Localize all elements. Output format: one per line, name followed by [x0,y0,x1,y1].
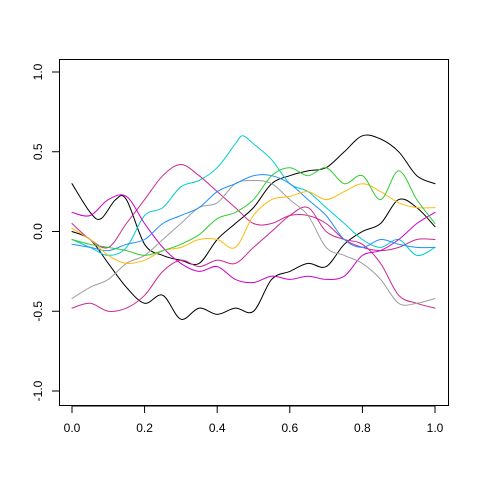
x-tick-label: 0.2 [136,421,153,435]
x-tick-label: 1.0 [427,421,444,435]
y-tick-label: 0.5 [31,143,45,160]
y-tick-label: 0.0 [31,223,45,240]
x-tick-label: 0.0 [64,421,81,435]
series-line-5 [71,206,436,312]
x-tick-label: 0.4 [209,421,226,435]
y-tick-label: -1.0 [31,380,45,401]
series-line-3 [71,135,436,257]
series-line-2 [71,198,436,320]
y-tick-label: -0.5 [31,301,45,322]
x-tick-label: 0.8 [354,421,371,435]
plot-frame [59,59,449,406]
series-line-7 [71,179,436,306]
series-line-4 [71,164,436,252]
y-axis: -1.0 -0.5 0.0 0.5 1.0 [31,63,60,401]
series-line-10 [71,167,436,256]
y-tick-label: 1.0 [31,63,45,80]
x-axis: 0.0 0.2 0.4 0.6 0.8 1.0 [64,405,444,435]
series-group [71,134,436,320]
series-line-8 [71,174,436,252]
series-line-6 [71,194,436,284]
x-tick-label: 0.6 [281,421,298,435]
series-line-9 [71,183,436,265]
